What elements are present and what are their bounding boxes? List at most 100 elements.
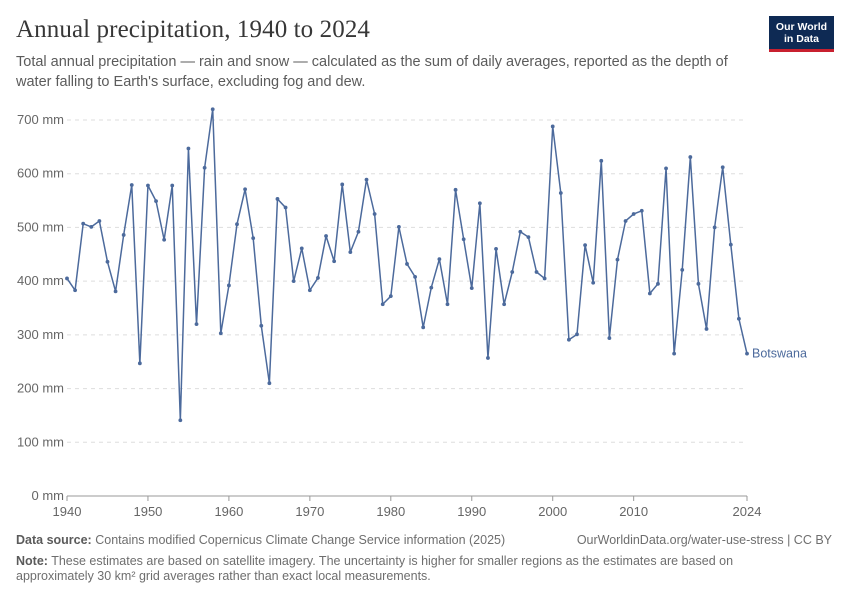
note-label: Note:: [16, 554, 48, 568]
data-point: [615, 257, 620, 262]
data-point: [251, 236, 256, 241]
data-point: [235, 222, 239, 227]
data-source-text: Contains modified Copernicus Climate Cha…: [95, 533, 506, 547]
data-point: [105, 259, 110, 264]
data-point: [737, 316, 741, 321]
data-point: [137, 361, 142, 366]
note-text: These estimates are based on satellite i…: [16, 554, 734, 583]
data-point: [647, 291, 652, 296]
data-point: [486, 356, 490, 360]
data-point: [210, 107, 215, 112]
data-point: [73, 288, 77, 293]
data-point: [275, 197, 280, 201]
data-point: [623, 219, 628, 223]
data-point: [526, 235, 531, 239]
x-tick-label: 1970: [295, 504, 324, 519]
data-point: [518, 229, 523, 234]
data-point: [129, 183, 134, 187]
data-point: [567, 337, 571, 342]
y-tick-label: 200 mm: [17, 381, 64, 396]
data-point: [429, 285, 434, 290]
data-source-label: Data source:: [16, 533, 92, 547]
x-tick-label: 1940: [53, 504, 82, 519]
logo-line-2: in Data: [783, 33, 819, 45]
x-tick-label: 2024: [733, 504, 762, 519]
data-point: [672, 351, 677, 356]
data-point: [81, 221, 86, 226]
data-point: [332, 259, 337, 264]
chart-note: Note: These estimates are based on satel…: [16, 554, 776, 584]
data-point: [194, 322, 199, 327]
data-point: [575, 332, 579, 337]
data-point: [291, 279, 296, 284]
data-point: [405, 262, 409, 266]
data-point: [704, 327, 709, 331]
data-point: [502, 302, 507, 307]
chart-title: Annual precipitation, 1940 to 2024: [16, 16, 371, 43]
data-point: [356, 229, 361, 234]
data-point: [494, 247, 498, 251]
data-point: [218, 331, 223, 336]
data-point: [227, 283, 231, 288]
data-point: [146, 183, 150, 188]
y-tick-label: 300 mm: [17, 327, 64, 342]
data-point: [170, 183, 175, 188]
data-point: [97, 219, 102, 223]
data-point: [461, 237, 466, 242]
data-point: [283, 205, 288, 210]
data-point: [178, 418, 183, 423]
data-point: [696, 281, 701, 286]
owid-logo[interactable]: Our World in Data: [769, 16, 834, 52]
data-point: [591, 280, 596, 285]
x-tick-label: 1960: [214, 504, 243, 519]
data-point: [324, 234, 328, 238]
data-point: [688, 155, 693, 159]
x-tick-label: 1980: [376, 504, 405, 519]
data-point: [162, 237, 167, 242]
data-point: [445, 302, 450, 307]
y-tick-label: 400 mm: [17, 273, 64, 288]
data-point: [307, 288, 312, 293]
data-point: [243, 187, 247, 192]
data-point: [340, 182, 345, 187]
y-tick-label: 100 mm: [17, 434, 64, 449]
data-point: [397, 224, 401, 229]
data-point: [388, 294, 393, 299]
data-point: [316, 276, 320, 280]
data-point: [599, 158, 604, 163]
data-point: [664, 166, 668, 171]
data-point: [299, 246, 304, 251]
data-point: [113, 289, 118, 294]
data-point: [542, 276, 547, 281]
y-tick-label: 500 mm: [17, 219, 64, 234]
data-point: [364, 177, 369, 182]
data-point: [534, 270, 539, 274]
x-tick-label: 2000: [538, 504, 567, 519]
data-point: [89, 224, 94, 229]
data-point: [437, 257, 442, 262]
data-point: [583, 243, 587, 248]
data-point: [413, 274, 417, 279]
x-tick-label: 1950: [133, 504, 162, 519]
data-point: [631, 212, 636, 216]
data-point: [348, 250, 353, 255]
x-tick-label: 2010: [619, 504, 648, 519]
y-tick-label: 700 mm: [17, 112, 64, 127]
data-point: [186, 146, 191, 151]
data-point: [680, 267, 685, 272]
source-url-link[interactable]: OurWorldinData.org/water-use-stress | CC…: [576, 533, 832, 547]
data-point: [607, 336, 612, 340]
data-point: [267, 381, 272, 386]
data-point: [453, 187, 458, 192]
data-point: [380, 302, 385, 307]
data-point: [421, 325, 426, 330]
y-tick-label: 600 mm: [17, 166, 64, 181]
data-point: [121, 233, 126, 237]
data-point: [477, 201, 482, 206]
data-point: [656, 281, 660, 286]
data-point: [558, 191, 563, 195]
data-point: [639, 208, 644, 213]
data-point: [745, 351, 749, 356]
chart-subtitle: Total annual precipitation — rain and sn…: [16, 54, 728, 90]
